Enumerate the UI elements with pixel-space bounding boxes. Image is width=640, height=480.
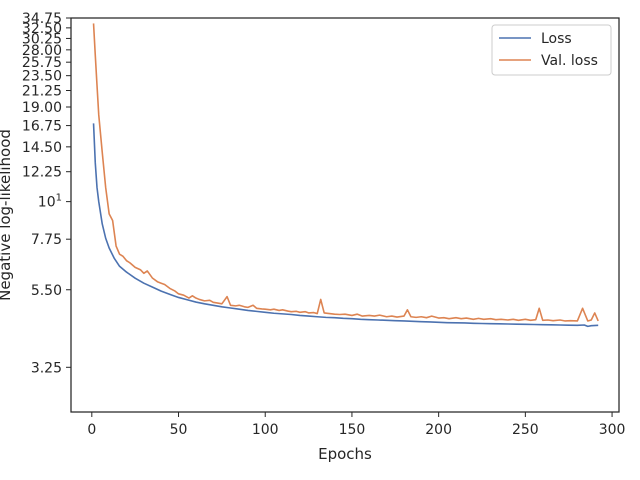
y-tick-label: 5.50 [31,283,62,299]
series-line-loss [92,123,599,328]
y-tick-label: 19.00 [22,100,62,116]
legend: Loss Val. loss [491,24,612,76]
legend-label-val-loss: Val. loss [541,53,598,69]
y-tick-label: 16.75 [22,119,62,135]
plot-frame [70,17,620,413]
y-tick-label: 14.50 [22,140,62,156]
y-tick-label: 25.75 [22,55,62,71]
x-axis: 0 50 100 150 200 250 300 [87,412,625,438]
y-tick-label: 12.25 [22,165,62,181]
legend-label-loss: Loss [541,31,572,47]
y-tick-label: 28.00 [22,43,62,59]
x-tick-label: 150 [339,422,366,438]
x-tick-label: 100 [252,422,279,438]
x-tick-label: 0 [87,422,96,438]
x-tick-label: 50 [170,422,188,438]
y-tick-label: 21.25 [22,84,62,100]
series-layer [92,23,599,328]
series-line-val-loss [92,23,599,322]
x-axis-label: Epochs [318,445,372,463]
y-tick-label: 101 [38,193,62,211]
y-tick-label: 30.25 [22,31,62,47]
x-tick-label: 250 [512,422,539,438]
plot-background [71,18,619,412]
x-tick-label: 200 [425,422,452,438]
y-tick-label: 32.50 [22,21,62,37]
y-tick-label: 7.75 [31,232,62,248]
y-tick-label: 23.50 [22,69,62,85]
x-tick-label: 300 [599,422,626,438]
y-tick-label: 34.75 [22,11,62,27]
y-axis: 3.25 5.50 7.75 101 12.25 14.50 16.75 19.0021.25… [22,11,71,376]
y-axis-label: Negative log-likelihood [0,129,14,301]
y-tick-label: 3.25 [31,360,62,376]
